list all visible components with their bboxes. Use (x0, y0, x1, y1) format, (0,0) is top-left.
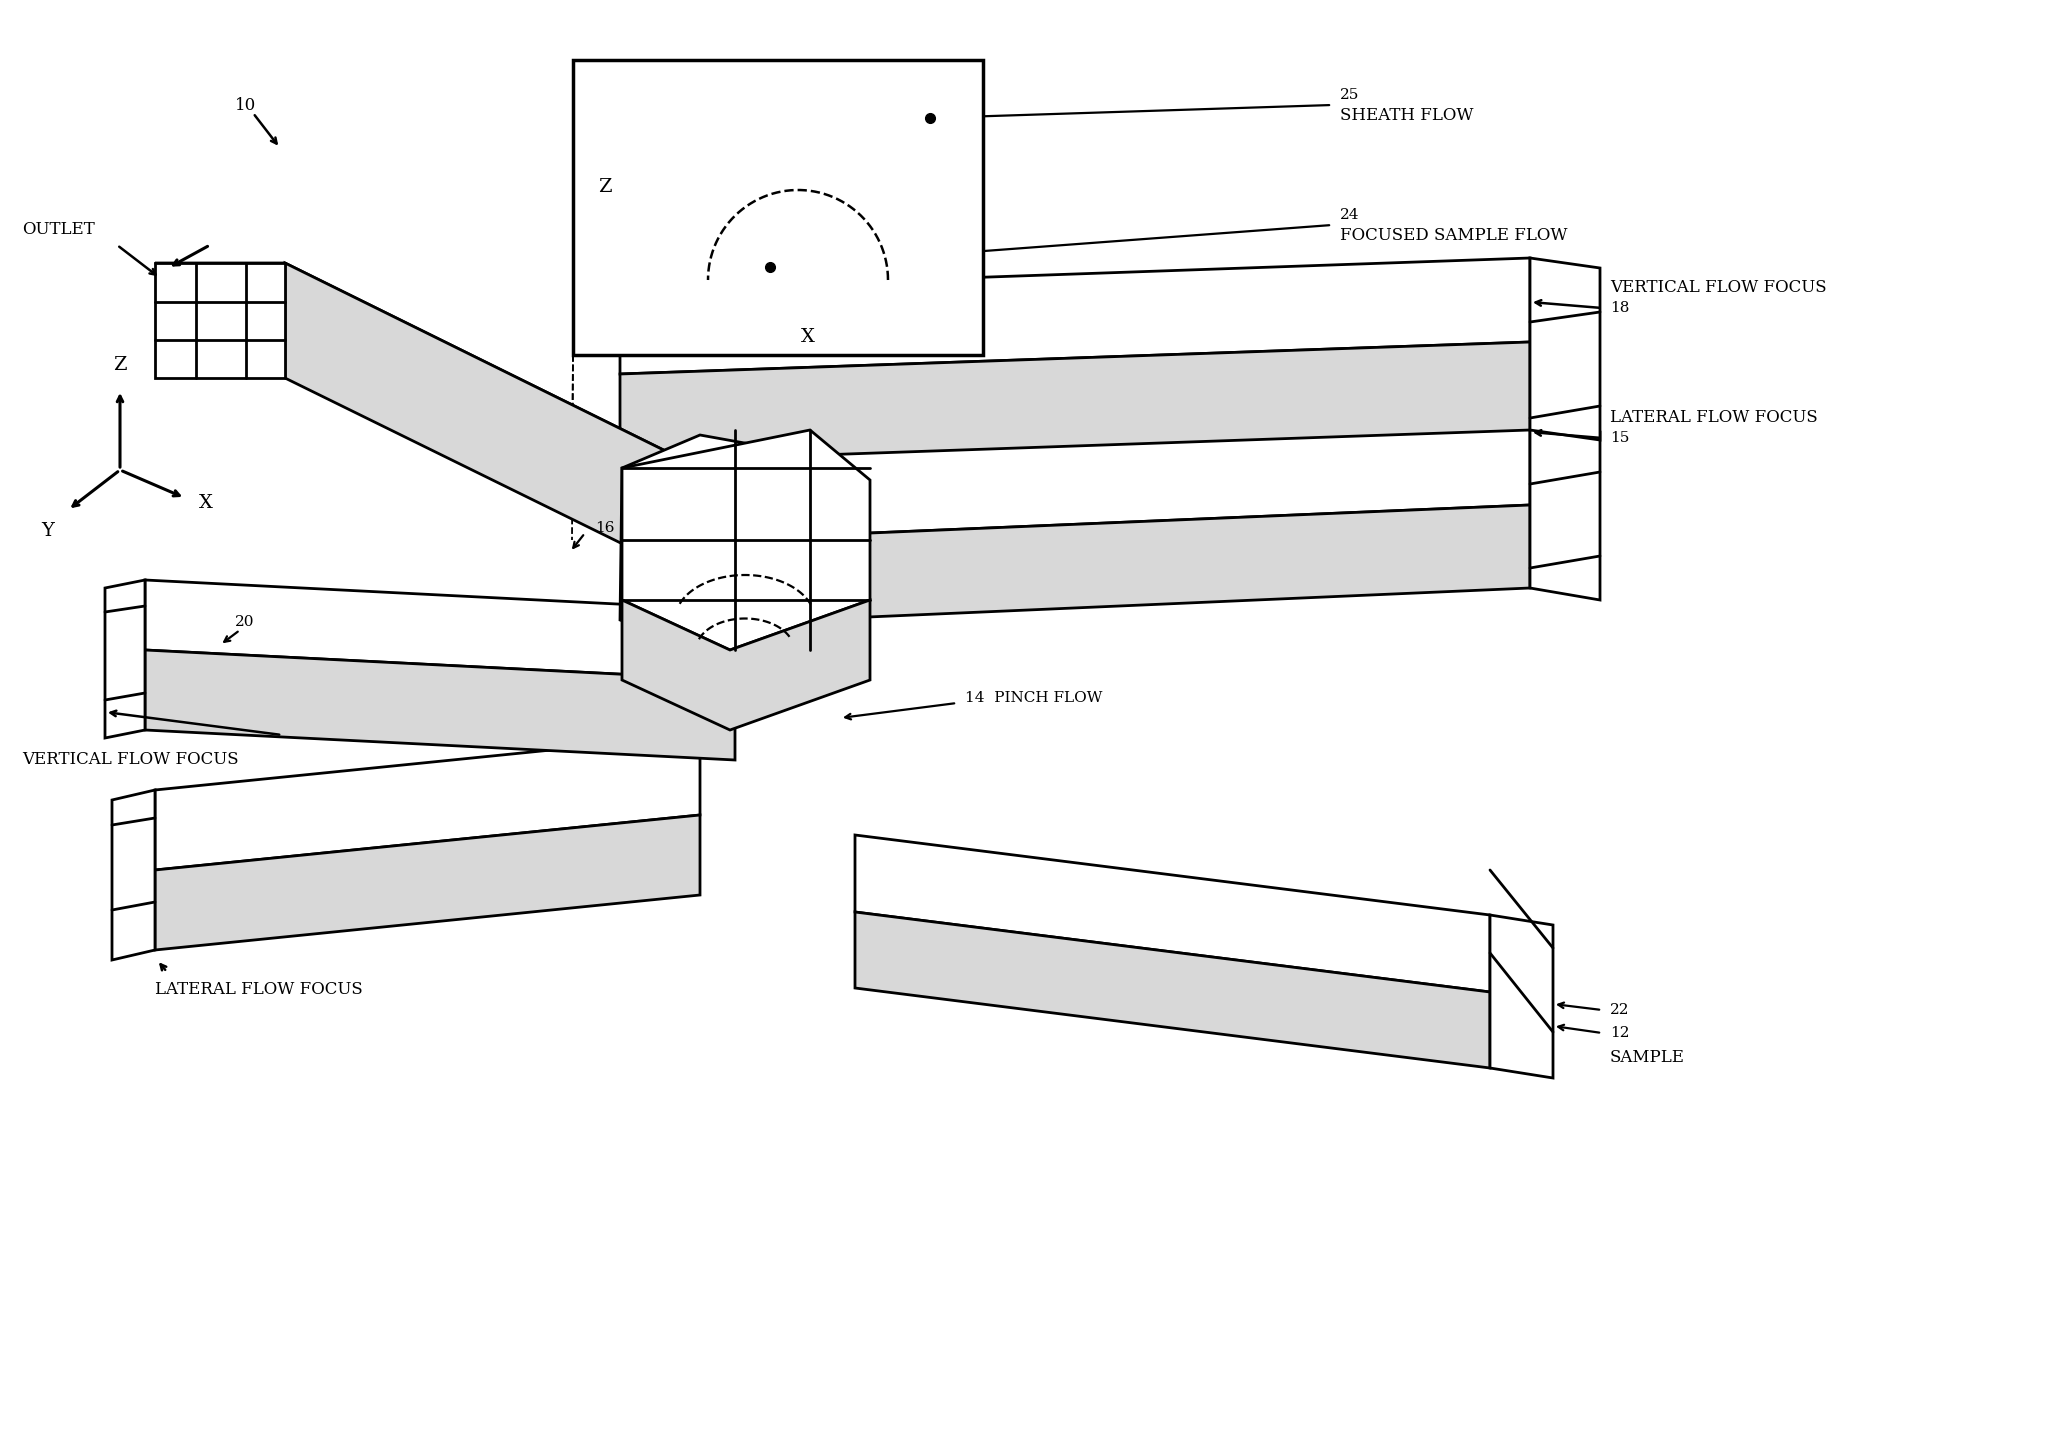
Polygon shape (621, 600, 871, 730)
Polygon shape (105, 580, 144, 738)
Text: LATERAL FLOW FOCUS: LATERAL FLOW FOCUS (155, 982, 363, 998)
Text: 14  PINCH FLOW: 14 PINCH FLOW (966, 691, 1102, 705)
Polygon shape (574, 61, 982, 355)
Polygon shape (854, 911, 1490, 1069)
Polygon shape (155, 735, 700, 870)
Text: LATERAL FLOW FOCUS: LATERAL FLOW FOCUS (1610, 410, 1818, 427)
Polygon shape (1529, 258, 1600, 440)
Polygon shape (111, 790, 155, 960)
Text: 16: 16 (594, 521, 615, 535)
Polygon shape (155, 262, 285, 378)
Polygon shape (155, 815, 700, 950)
Polygon shape (144, 650, 735, 760)
Text: SHEATH FLOW: SHEATH FLOW (1340, 107, 1474, 124)
Text: 10: 10 (235, 97, 256, 114)
Polygon shape (801, 423, 1529, 536)
Text: VERTICAL FLOW FOCUS: VERTICAL FLOW FOCUS (1610, 280, 1827, 297)
Text: Z: Z (599, 177, 611, 196)
Polygon shape (1529, 423, 1600, 600)
Text: FOCUSED SAMPLE FLOW: FOCUSED SAMPLE FLOW (1340, 226, 1567, 244)
Polygon shape (155, 262, 700, 469)
Polygon shape (619, 342, 1529, 461)
Text: Y: Y (41, 522, 54, 539)
Text: X: X (198, 495, 213, 512)
Text: 22: 22 (1610, 1004, 1628, 1017)
Text: 18: 18 (1610, 301, 1628, 314)
Text: X: X (801, 327, 815, 346)
Text: OUTLET: OUTLET (23, 222, 95, 238)
Polygon shape (854, 835, 1490, 992)
Text: VERTICAL FLOW FOCUS: VERTICAL FLOW FOCUS (23, 751, 239, 769)
Text: SAMPLE: SAMPLE (1610, 1050, 1684, 1067)
Polygon shape (621, 430, 871, 650)
Polygon shape (285, 262, 700, 583)
Text: Z: Z (114, 356, 126, 373)
Polygon shape (144, 580, 735, 681)
Polygon shape (619, 435, 801, 650)
Text: 15: 15 (1610, 431, 1628, 446)
Text: 24: 24 (1340, 208, 1360, 222)
Polygon shape (801, 505, 1529, 620)
Text: 20: 20 (235, 614, 254, 629)
Text: 25: 25 (1340, 88, 1360, 102)
Polygon shape (619, 258, 1529, 373)
Polygon shape (1490, 916, 1552, 1079)
Text: 12: 12 (1610, 1027, 1628, 1040)
